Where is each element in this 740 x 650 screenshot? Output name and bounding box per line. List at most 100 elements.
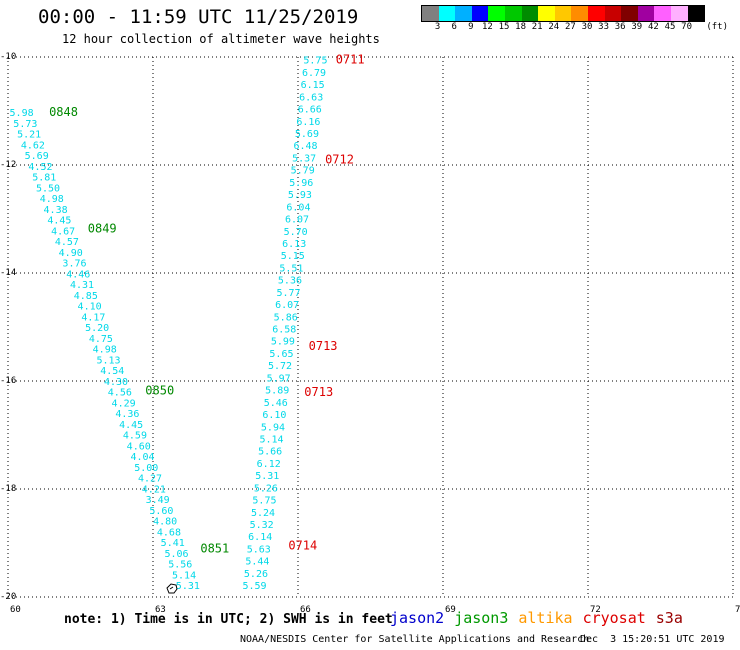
wave-height-value: 5.56 [168,560,192,571]
lon-tick-label: 60 [10,605,21,615]
wave-height-value: 4.10 [78,302,102,313]
wave-height-value: 4.46 [66,269,90,280]
wave-height-value: 5.81 [32,173,56,184]
wave-height-value: 6.63 [299,92,323,103]
wave-height-value: 5.14 [259,434,283,445]
wave-height-value: 3.49 [146,495,170,506]
generated-timestamp: Dec 3 15:20:51 UTC 2019 [580,634,725,645]
satellite-legend-s3a: s3a [655,609,683,627]
satellite-legend: jason2 jason3 altika cryosat s3a [390,609,693,627]
legend-label: 3 [434,22,441,32]
lat-tick-label: -12 [0,160,16,170]
wave-height-value: 5.69 [295,129,319,140]
legend-label: 70 [681,22,693,32]
wave-height-value: 5.60 [149,506,173,517]
wave-height-value: 5.37 [292,153,316,164]
wave-height-value: 4.57 [55,237,79,248]
legend-swatch [571,6,588,21]
wave-height-value: 5.50 [36,183,60,194]
wave-height-value: 4.59 [123,431,147,442]
wave-height-value: 6.10 [262,410,286,421]
legend-swatch [538,6,555,21]
wave-height-value: 5.26 [244,569,268,580]
wave-height-value: 4.68 [157,527,181,538]
wave-height-value: 5.06 [164,549,188,560]
lat-tick-label: -16 [0,376,16,386]
wave-height-value: 5.13 [96,355,120,366]
wave-height-value: 4.29 [112,398,136,409]
wave-height-value: 6.16 [296,117,320,128]
track-time-label: 0848 [49,105,78,119]
wave-height-value: 5.86 [274,312,298,323]
wave-height-value: 6.14 [248,532,272,543]
lat-tick-label: -10 [0,52,16,62]
lon-tick-label: 63 [155,605,166,615]
wave-height-value: 4.30 [104,377,128,388]
wave-height-value: 6.12 [257,459,281,470]
lat-tick-label: -18 [0,484,16,494]
wave-height-value: 6.48 [293,141,317,152]
axis-labels: 60 63 66 69 72 75 -10 -12 -14 -16 -18 -20 [0,52,740,615]
legend-label: 9 [468,22,474,32]
track-time-label: 0712 [325,153,354,167]
wave-height-value: 4.04 [130,452,154,463]
legend-swatch [521,6,539,21]
wave-height-value: 4.80 [153,517,177,528]
wave-height-value: 5.94 [261,422,285,433]
wave-height-value: 5.97 [267,373,291,384]
legend-swatch [604,6,622,21]
wave-height-value: 4.45 [47,216,71,227]
legend-swatch [471,6,489,21]
legend-label: 30 [581,22,593,32]
legend-label: 18 [515,22,527,32]
wave-height-value: 6.66 [298,105,322,116]
legend-label: 12 [481,22,493,32]
legend-swatch [504,6,522,21]
wave-height-value: 5.65 [269,349,293,360]
wave-height-value: 4.60 [127,441,151,452]
color-scale-legend [421,5,706,22]
credit-text: NOAA/NESDIS Center for Satellite Applica… [240,634,590,645]
legend-label: 39 [631,22,643,32]
wave-height-value: 4.54 [100,366,124,377]
legend-swatch [654,6,671,21]
legend-swatch [670,6,688,21]
legend-label: 36 [614,22,626,32]
wave-height-value: 5.96 [289,178,313,189]
legend-swatch [438,6,456,21]
wave-height-value: 5.70 [284,227,308,238]
wave-height-value: 5.98 [10,108,34,119]
wave-height-value: 5.41 [161,538,185,549]
track-time-label: 0713 [304,385,333,399]
legend-label: 27 [564,22,576,32]
wave-height-value: 6.07 [275,300,299,311]
wave-height-value: 6.79 [302,68,326,79]
legend-label: 42 [647,22,659,32]
legend-label: 24 [548,22,560,32]
wave-height-value: 4.62 [21,140,45,151]
wave-height-value: 5.59 [243,581,267,592]
satellite-legend-jason3: jason3 [454,609,509,627]
wave-height-value: 6.58 [272,325,296,336]
legend-swatch [488,6,505,21]
map-grid [7,56,734,598]
satellite-legend-altika: altika [518,609,573,627]
legend-label: 33 [598,22,610,32]
wave-height-value: 5.75 [303,56,327,67]
wave-height-value: 5.73 [13,119,37,130]
wave-height-value: 4.27 [138,474,162,485]
legend-swatch [637,6,655,21]
wave-height-value: 5.32 [250,520,274,531]
wave-height-value: 5.66 [258,447,282,458]
wave-height-value: 5.46 [264,398,288,409]
lat-tick-label: -20 [0,592,16,602]
wave-height-value: 5.75 [252,496,276,507]
lon-tick-label: 66 [300,605,311,615]
wave-height-value: 4.45 [119,420,143,431]
track-time-label: 0850 [145,384,174,398]
lon-tick-label: 75 [735,605,740,615]
wave-height-value: 4.98 [93,345,117,356]
wave-height-value: 5.21 [17,130,41,141]
wave-height-value: 3.76 [62,259,86,270]
island-mauritius [166,583,178,594]
